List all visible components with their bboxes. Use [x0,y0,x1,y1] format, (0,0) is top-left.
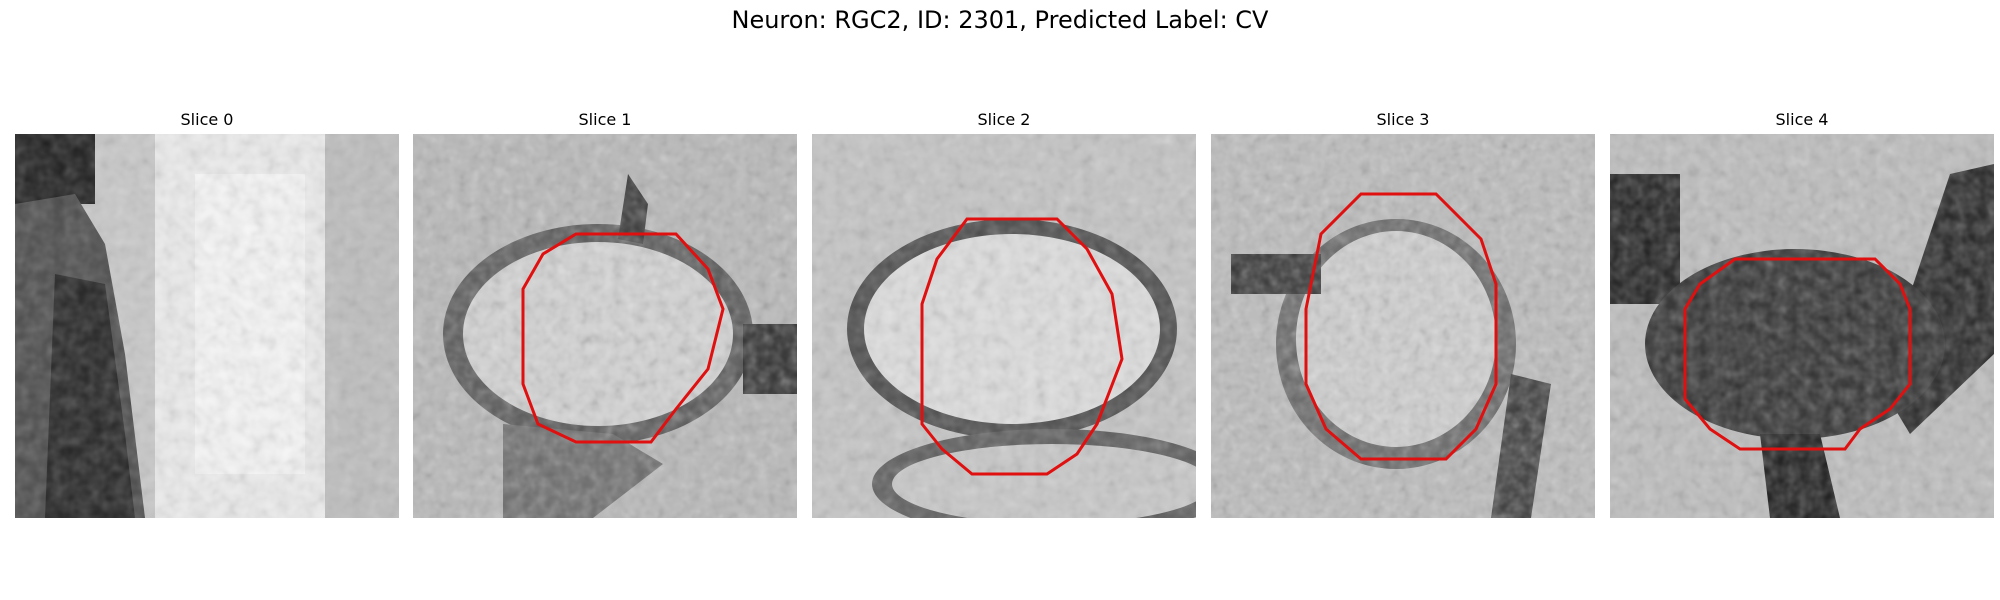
figure-title: Neuron: RGC2, ID: 2301, Predicted Label:… [731,6,1269,34]
slice-image-2 [812,134,1196,518]
slice-title-2: Slice 2 [977,110,1031,129]
contour-4 [1683,257,1912,451]
slice-title-1: Slice 1 [578,110,632,129]
slice-title-4: Slice 4 [1775,110,1829,129]
slice-title-3: Slice 3 [1376,110,1430,129]
contour-2 [920,217,1124,476]
contour-3 [1304,192,1498,461]
slice-image-1 [413,134,797,518]
slice-title-0: Slice 0 [180,110,234,129]
contour-1 [521,232,725,444]
slice-image-0 [15,134,399,518]
slice-image-3 [1211,134,1595,518]
slice-image-4 [1610,134,1994,518]
